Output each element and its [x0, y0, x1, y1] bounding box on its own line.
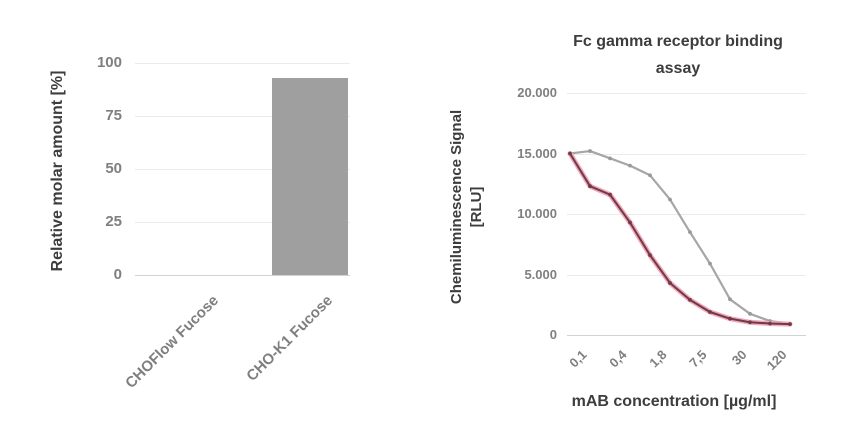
gray-series-marker [608, 156, 612, 161]
red-series-marker [788, 322, 792, 327]
line-chart-plot-area: 0 5.000 10.000 15.000 20.000 0,1 0,4 1,8 7,5 30 12… [400, 0, 846, 444]
line-chart-y-tick-label: 20.000 [517, 85, 557, 100]
line-chart: Fc gamma receptor binding assay Chemilum… [400, 0, 846, 444]
line-chart-y-tick-label: 10.000 [517, 206, 557, 221]
red-series-marker [728, 316, 732, 321]
red-series-marker [608, 192, 612, 197]
line-chart-x-axis-title: mAB concentration [µg/ml] [571, 393, 777, 410]
red-series-marker [668, 281, 672, 285]
gray-series-marker [688, 230, 692, 235]
line-chart-x-tick-label: 30 [728, 347, 750, 368]
red-series-marker [648, 253, 652, 258]
line-chart-x-tick-label: 1,8 [646, 347, 670, 371]
gray-series-marker [588, 149, 592, 153]
red-series-marker [568, 151, 572, 156]
line-chart-x-tick-label: 0,4 [606, 347, 630, 371]
bar-chart: Relative molar amount [%] 0 25 50 75 100 CHOF… [0, 0, 400, 444]
red-series-marker [748, 320, 752, 325]
red-series-marker [768, 321, 772, 326]
gray-series-marker [628, 163, 632, 168]
line-chart-gridline [567, 335, 806, 336]
bar-chart-plot-area: 0 25 50 75 100 CHOFlow Fucose CHO-K1 Fucose [0, 0, 400, 444]
line-chart-series-svg [567, 149, 793, 327]
bar-chart-gridline [135, 169, 350, 170]
bar-chart-y-tick-label: 25 [105, 213, 122, 230]
gray-series-marker [648, 173, 652, 178]
bar-chart-gridline [135, 222, 350, 223]
gray-series-line [568, 149, 792, 325]
red-series-marker [708, 310, 712, 314]
gray-series-marker [708, 261, 712, 266]
red-series-marker [688, 298, 692, 302]
bar-chart-y-tick-label: 75 [105, 107, 122, 124]
line-chart-x-tick-label: 0,1 [566, 347, 590, 371]
line-chart-title-line2: assay [655, 60, 701, 77]
bar-chart-gridline [135, 63, 350, 64]
line-chart-gridline [567, 93, 806, 94]
line-chart-gridline [567, 274, 806, 276]
line-chart-title-line1: Fc gamma receptor binding [573, 33, 783, 50]
red-series-marker [588, 184, 592, 189]
line-chart-gridline [567, 214, 806, 215]
bar-chart-y-tick-label: 0 [113, 266, 122, 283]
bar-chart-gridline [135, 116, 350, 117]
gray-series-marker [668, 197, 672, 202]
bar-chart-category-label-0: CHOFlow Fucose [122, 292, 223, 392]
line-chart-y-tick-label: 15.000 [517, 145, 557, 161]
line-chart-x-tick-label: 120 [763, 347, 790, 373]
bar-chart-y-tick-label: 50 [105, 160, 122, 177]
bar-chart-y-tick-label: 100 [96, 54, 122, 71]
bar-chart-gridline [135, 275, 350, 276]
red-series-halo-line [567, 151, 793, 327]
line-chart-gridline [567, 153, 806, 155]
gray-series-marker [728, 297, 732, 302]
line-chart-title: Fc gamma receptor binding assay [528, 28, 828, 82]
gray-series-marker [748, 311, 752, 316]
bar-chart-category-label-1: CHO-K1 Fucose [243, 292, 337, 385]
line-chart-x-tick-label: 7,5 [686, 347, 710, 371]
line-chart-y-tick-label: 5.000 [524, 266, 557, 282]
red-series-line [569, 152, 791, 326]
bar-1 [272, 77, 348, 275]
red-series-marker [628, 220, 632, 225]
line-chart-y-tick-label: 0 [549, 327, 557, 342]
